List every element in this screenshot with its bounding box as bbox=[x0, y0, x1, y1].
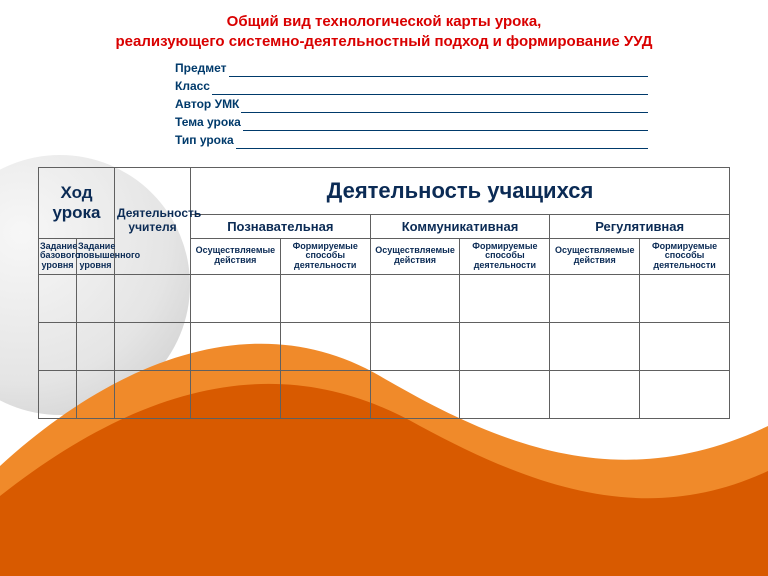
meta-label: Тип урока bbox=[175, 131, 234, 149]
hdr-form: Формируемые способы деятельности bbox=[640, 238, 730, 275]
cell bbox=[39, 371, 77, 419]
hdr-task-high: Задание повышенного уровня bbox=[77, 238, 115, 275]
meta-label: Класс bbox=[175, 77, 210, 95]
cell bbox=[370, 371, 460, 419]
title-line-2: реализующего системно-деятельностный под… bbox=[30, 32, 738, 52]
hdr-task-base: Задание базового уровня bbox=[39, 238, 77, 275]
cell bbox=[460, 323, 550, 371]
title-line-1: Общий вид технологической карты урока, bbox=[30, 12, 738, 32]
hdr-students: Деятельность учащихся bbox=[191, 167, 730, 214]
meta-underline bbox=[243, 119, 648, 131]
cell bbox=[191, 323, 281, 371]
cell bbox=[280, 275, 370, 323]
table-row: Ход урока Деятельность учителя Деятельно… bbox=[39, 167, 730, 214]
meta-label: Тема урока bbox=[175, 113, 241, 131]
cell bbox=[640, 371, 730, 419]
meta-label: Автор УМК bbox=[175, 95, 239, 113]
hdr-course: Ход урока bbox=[39, 167, 115, 238]
cell bbox=[550, 371, 640, 419]
meta-row: Класс bbox=[175, 77, 738, 95]
cell bbox=[640, 275, 730, 323]
hdr-poznav: Познавательная bbox=[191, 214, 371, 238]
lesson-table-wrap: Ход урока Деятельность учителя Деятельно… bbox=[30, 167, 738, 420]
cell bbox=[115, 323, 191, 371]
meta-label: Предмет bbox=[175, 59, 227, 77]
meta-row: Тема урока bbox=[175, 113, 738, 131]
cell bbox=[115, 275, 191, 323]
cell bbox=[460, 371, 550, 419]
meta-row: Тип урока bbox=[175, 131, 738, 149]
hdr-reg: Регулятивная bbox=[550, 214, 730, 238]
table-row bbox=[39, 275, 730, 323]
cell bbox=[39, 323, 77, 371]
page-title: Общий вид технологической карты урока, р… bbox=[30, 12, 738, 53]
cell bbox=[640, 323, 730, 371]
meta-underline bbox=[241, 101, 648, 113]
hdr-act: Осуществляемые действия bbox=[370, 238, 460, 275]
cell bbox=[370, 275, 460, 323]
meta-row: Предмет bbox=[175, 59, 738, 77]
hdr-komm: Коммуникативная bbox=[370, 214, 550, 238]
hdr-act: Осуществляемые действия bbox=[550, 238, 640, 275]
cell bbox=[370, 323, 460, 371]
cell bbox=[77, 371, 115, 419]
hdr-form: Формируемые способы деятельности bbox=[460, 238, 550, 275]
lesson-table: Ход урока Деятельность учителя Деятельно… bbox=[38, 167, 730, 420]
cell bbox=[550, 275, 640, 323]
cell bbox=[460, 275, 550, 323]
cell bbox=[115, 371, 191, 419]
meta-underline bbox=[236, 137, 648, 149]
cell bbox=[280, 323, 370, 371]
meta-underline bbox=[229, 65, 648, 77]
table-row bbox=[39, 323, 730, 371]
cell bbox=[77, 275, 115, 323]
cell bbox=[39, 275, 77, 323]
meta-row: Автор УМК bbox=[175, 95, 738, 113]
hdr-act: Осуществляемые действия bbox=[191, 238, 281, 275]
cell bbox=[280, 371, 370, 419]
cell bbox=[191, 371, 281, 419]
table-row bbox=[39, 371, 730, 419]
cell bbox=[550, 323, 640, 371]
meta-block: Предмет Класс Автор УМК Тема урока Тип у… bbox=[175, 59, 738, 149]
cell bbox=[77, 323, 115, 371]
hdr-form: Формируемые способы деятельности bbox=[280, 238, 370, 275]
cell bbox=[191, 275, 281, 323]
meta-underline bbox=[212, 83, 648, 95]
